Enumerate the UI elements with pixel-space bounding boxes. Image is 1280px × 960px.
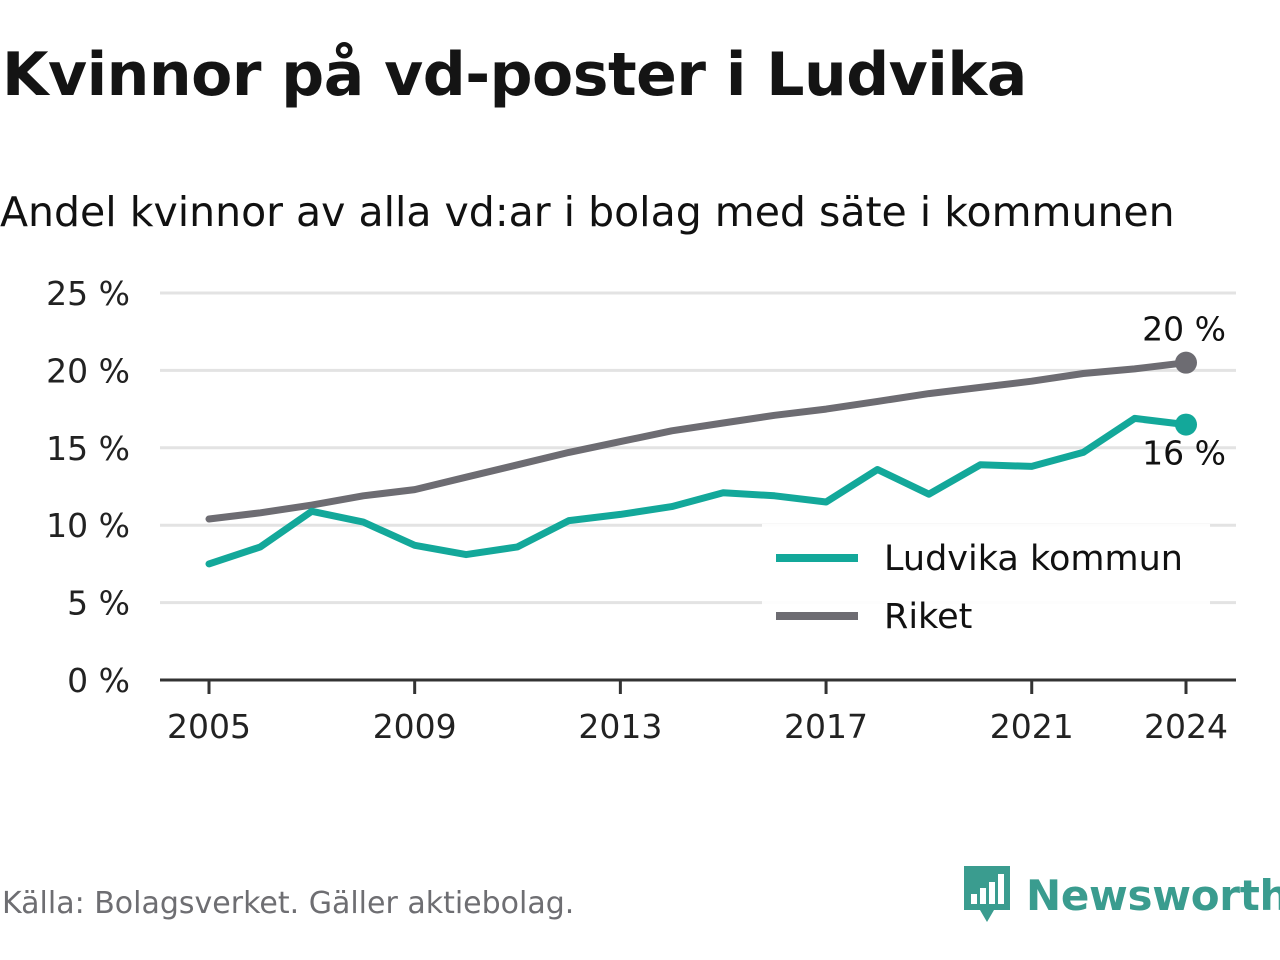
end-value-label: 20 % [1142,310,1226,349]
chart-subtitle: Andel kvinnor av alla vd:ar i bolag med … [0,188,1175,236]
y-tick-label: 15 % [46,429,130,468]
series-line-riket [205,359,1190,523]
y-tick-label: 0 % [67,661,130,700]
source-note: Källa: Bolagsverket. Gäller aktiebolag. [2,886,575,921]
y-tick-label: 5 % [67,584,130,623]
legend-label: Riket [884,597,972,637]
y-tick-label: 25 % [46,274,130,313]
x-tick-label: 2009 [373,707,457,746]
brand-logo: Newsworthy [962,862,1280,928]
y-tick-label: 20 % [46,351,130,390]
chart-title: Kvinnor på vd-poster i Ludvika [2,40,1027,110]
end-point-marker [1175,351,1197,374]
legend: Ludvika kommun Riket [762,524,1210,648]
brand-name: Newsworthy [1026,870,1280,920]
series-lines [205,351,1197,568]
y-axis-tick-labels: 0 % 5 % 10 % 15 % 20 % 25 % [46,274,130,700]
x-tick-label: 2013 [578,707,662,746]
legend-label: Ludvika kommun [884,539,1183,579]
end-value-label: 16 % [1142,434,1226,473]
x-axis: 2005 2009 2013 2017 2021 2024 [160,678,1236,746]
end-point-marker [1175,413,1197,436]
x-tick-label: 2021 [990,707,1074,746]
series-line-ludvika-kommun [205,414,1190,568]
end-labels: 16 % 20 % [1142,310,1226,473]
x-tick-label: 2024 [1144,707,1228,746]
y-tick-label: 10 % [46,506,130,545]
legend-background [762,524,1210,648]
newsworthy-logo-icon [964,866,1010,922]
x-tick-label: 2005 [167,707,251,746]
x-tick-label: 2017 [784,707,868,746]
